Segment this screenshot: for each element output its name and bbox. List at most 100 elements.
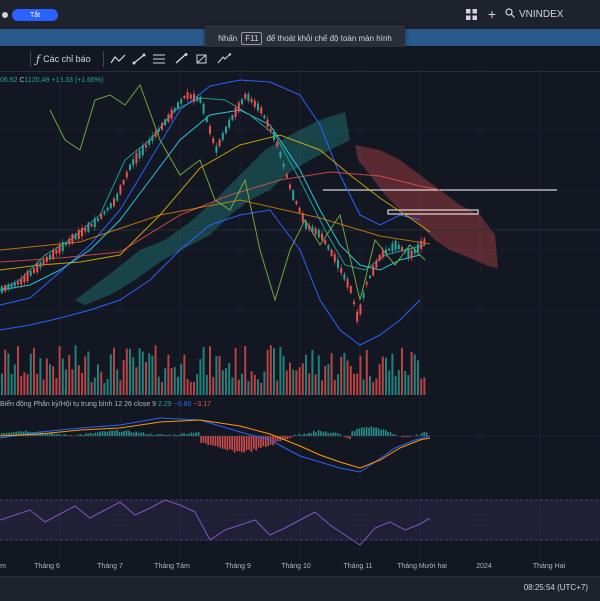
candle-body	[289, 185, 291, 189]
line-tool-icon[interactable]	[132, 52, 146, 66]
macd-histogram-bar	[224, 436, 226, 449]
volume-bar	[219, 356, 221, 395]
candle-body	[46, 257, 48, 262]
candle-body	[17, 282, 19, 284]
layout-grid-icon[interactable]	[464, 7, 478, 21]
symbol-search[interactable]: VNINDEX	[505, 5, 600, 23]
candle-body	[52, 250, 54, 259]
volume-bar	[222, 370, 224, 395]
candle-body	[411, 251, 413, 259]
candle-body	[129, 165, 131, 170]
macd-histogram-bar	[107, 432, 109, 436]
candle-body	[23, 276, 25, 282]
candle-body	[1, 286, 3, 292]
macd-histogram-bar	[375, 427, 377, 436]
macd-histogram-bar	[87, 433, 89, 436]
volume-bar	[212, 377, 214, 395]
macd-histogram-bar	[332, 432, 334, 436]
live-toggle[interactable]: Tắt	[2, 8, 58, 22]
macd-histogram-bar	[85, 434, 87, 436]
candle-body	[132, 159, 134, 165]
volume-bar	[94, 377, 96, 395]
candle-body	[404, 250, 406, 252]
macd-legend: Biến động Phân kỳ/Hội tụ trung bình 12 2…	[0, 401, 211, 408]
candle-body	[311, 227, 313, 232]
volume-bar	[337, 374, 339, 395]
candle-body	[231, 115, 233, 120]
macd-histogram-bar	[330, 433, 332, 436]
macd-histogram-bar	[241, 436, 243, 452]
macd-histogram-bar	[207, 436, 209, 445]
candle-body	[71, 234, 73, 244]
candle-body	[103, 211, 105, 214]
macd-histogram-bar	[359, 429, 361, 436]
volume-bar	[17, 346, 19, 395]
volume-bar	[43, 380, 45, 395]
clock[interactable]: 08:25:54 (UTC+7)	[524, 583, 588, 592]
candle-body	[299, 208, 301, 213]
candle-body	[241, 99, 243, 104]
volume-bar	[238, 380, 240, 395]
volume-bar	[321, 380, 323, 395]
macd-histogram-bar	[215, 436, 217, 446]
candle-body	[318, 230, 320, 238]
macd-histogram-bar	[303, 434, 305, 436]
macd-histogram-bar	[311, 433, 313, 436]
volume-bar	[340, 357, 342, 395]
candle-body	[305, 221, 307, 228]
volume-bar	[52, 366, 54, 395]
candle-body	[324, 240, 326, 244]
macd-histogram-bar	[183, 433, 185, 436]
measure-tool-icon[interactable]	[216, 52, 232, 66]
macd-hist-value: 2.29	[158, 401, 172, 408]
volume-bar	[359, 356, 361, 395]
time-axis-label: Tháng Mười hai	[397, 563, 447, 570]
macd-histogram-bar	[119, 432, 121, 436]
macd-histogram-bar	[335, 433, 337, 436]
fib-tool-icon[interactable]	[152, 52, 166, 66]
volume-bar	[369, 376, 371, 395]
volume-bar	[39, 358, 41, 395]
macd-histogram-bar	[378, 428, 380, 436]
candle-body	[254, 101, 256, 107]
volume-bar	[199, 359, 201, 395]
trend-line-tool-icon[interactable]	[110, 52, 126, 66]
add-symbol-icon[interactable]: +	[485, 7, 499, 21]
volume-bar	[4, 350, 6, 395]
candle-body	[94, 219, 96, 228]
volume-bar	[87, 351, 89, 395]
candle-body	[366, 282, 368, 284]
volume-bar	[324, 366, 326, 395]
volume-bar	[81, 373, 83, 395]
candle-body	[414, 249, 416, 253]
candle-body	[39, 262, 41, 267]
macd-histogram-bar	[123, 431, 125, 436]
candle-body	[219, 139, 221, 146]
volume-bar	[289, 363, 291, 395]
candle-body	[193, 94, 195, 102]
macd-histogram-bar	[212, 436, 214, 446]
macd-histogram-bar	[219, 436, 221, 448]
candle-body	[59, 245, 61, 253]
brush-tool-icon[interactable]	[174, 52, 188, 66]
candle-body	[97, 219, 99, 221]
candle-body	[155, 132, 157, 137]
candle-body	[292, 190, 294, 200]
volume-bar	[190, 382, 192, 395]
macd-histogram-bar	[337, 433, 339, 436]
volume-bar	[305, 355, 307, 395]
price-chart[interactable]	[0, 71, 600, 560]
indicators-button[interactable]: ƒ Các chỉ báo	[36, 52, 91, 66]
macd-histogram-bar	[361, 427, 363, 436]
macd-histogram-bar	[131, 432, 133, 436]
volume-bar	[407, 375, 409, 395]
candle-body	[238, 103, 240, 112]
volume-bar	[356, 374, 358, 395]
shape-tool-icon[interactable]	[195, 52, 209, 66]
candle-body	[423, 239, 425, 245]
volume-bar	[247, 381, 249, 395]
macd-histogram-bar	[200, 436, 202, 443]
volume-bar	[97, 364, 99, 395]
candle-body	[84, 228, 86, 231]
candle-body	[295, 201, 297, 204]
